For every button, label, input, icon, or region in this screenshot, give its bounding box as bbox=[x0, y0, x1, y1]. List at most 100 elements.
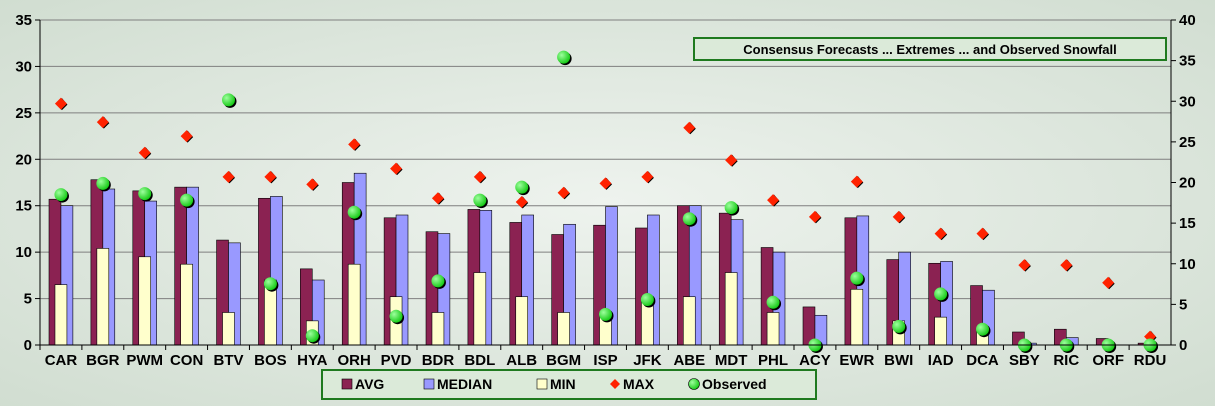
max-marker bbox=[96, 116, 109, 129]
bar-min bbox=[180, 263, 193, 346]
y-left-tick-label: 10 bbox=[15, 244, 32, 261]
observed-marker bbox=[934, 287, 948, 301]
bar-min bbox=[766, 312, 780, 346]
x-tick-label: SBY bbox=[1009, 352, 1040, 369]
y-right-tick-label: 35 bbox=[1179, 53, 1196, 70]
bar-min bbox=[431, 312, 445, 346]
max-marker bbox=[683, 121, 696, 134]
x-tick-label: ALB bbox=[506, 352, 537, 369]
observed-marker bbox=[515, 180, 529, 194]
x-tick-label: ISP bbox=[593, 352, 617, 369]
max-marker bbox=[515, 196, 528, 208]
max-marker bbox=[725, 154, 738, 167]
max-marker bbox=[892, 210, 905, 223]
max-marker bbox=[1102, 276, 1115, 289]
max-marker bbox=[1018, 259, 1031, 272]
x-tick-label: BTV bbox=[214, 352, 244, 369]
x-tick-label: PWM bbox=[126, 352, 163, 369]
max-marker bbox=[431, 192, 444, 205]
chart-title-frame bbox=[693, 37, 1167, 61]
bar-min bbox=[557, 312, 570, 346]
max-marker bbox=[138, 146, 151, 159]
bar-min bbox=[473, 272, 487, 346]
x-tick-label: HYA bbox=[297, 352, 327, 369]
axes: 0 5 10 15 20 25 30 35 0 5 10 15 20 25 30 35 40 CAR BGR PWM C… bbox=[15, 12, 1195, 369]
observed-marker bbox=[892, 319, 906, 333]
x-tick-label: BGM bbox=[546, 352, 581, 369]
x-tick-label: JFK bbox=[633, 352, 662, 369]
max-marker bbox=[557, 186, 570, 199]
x-tick-label: MDT bbox=[715, 352, 748, 369]
observed-marker bbox=[640, 293, 654, 306]
bar-min bbox=[54, 284, 68, 346]
legend-frame bbox=[321, 369, 817, 400]
x-tick-label: IAD bbox=[928, 352, 954, 369]
legend-label: MEDIAN bbox=[437, 376, 492, 392]
observed-marker bbox=[222, 93, 235, 107]
legend-swatch bbox=[423, 378, 435, 390]
max-marker bbox=[850, 175, 863, 188]
legend-label: Observed bbox=[702, 376, 767, 392]
max-marker bbox=[54, 97, 67, 110]
chart-title-box: Consensus Forecasts ... Extremes ... and… bbox=[693, 37, 1167, 61]
observed-marker bbox=[850, 271, 864, 285]
bar-min bbox=[347, 263, 361, 346]
observed-marker bbox=[305, 329, 319, 343]
y-right-tick-label: 20 bbox=[1179, 175, 1196, 192]
legend-swatch bbox=[688, 378, 700, 390]
max-marker bbox=[808, 210, 821, 223]
observed-marker bbox=[599, 307, 612, 321]
x-tick-label: BDR bbox=[422, 352, 455, 369]
x-tick-label: ORF bbox=[1092, 352, 1124, 369]
observed-marker bbox=[263, 277, 277, 291]
chart-title: Consensus Forecasts ... Extremes ... and… bbox=[743, 42, 1117, 57]
observed-marker bbox=[431, 274, 445, 288]
x-tick-label: PHL bbox=[758, 352, 788, 369]
bar-min bbox=[138, 256, 151, 346]
observed-marker bbox=[724, 201, 738, 215]
max-marker bbox=[390, 162, 403, 175]
bar-min bbox=[96, 248, 110, 346]
max-marker bbox=[264, 170, 277, 183]
y-right-tick-label: 30 bbox=[1179, 93, 1196, 110]
y-left-tick-label: 30 bbox=[15, 58, 32, 75]
x-tick-label: BGR bbox=[86, 352, 120, 369]
bar-min bbox=[683, 296, 696, 346]
legend-swatch bbox=[536, 378, 548, 390]
x-tick-label: BDL bbox=[464, 352, 495, 369]
max-marker bbox=[222, 170, 235, 183]
x-tick-label: PVD bbox=[381, 352, 412, 369]
observed-marker bbox=[347, 205, 361, 219]
y-left-tick-label: 5 bbox=[24, 291, 32, 308]
max-marker bbox=[641, 170, 654, 183]
y-right-tick-label: 25 bbox=[1179, 134, 1196, 151]
y-left-tick-label: 35 bbox=[15, 12, 32, 29]
x-tick-label: BOS bbox=[254, 352, 287, 369]
y-left-tick-label: 0 bbox=[24, 337, 32, 354]
observed-marker bbox=[138, 187, 152, 201]
observed-marker bbox=[96, 176, 110, 190]
max-marker bbox=[976, 227, 989, 240]
x-tick-label: EWR bbox=[839, 352, 874, 369]
y-left-tick-label: 20 bbox=[15, 151, 32, 168]
x-tick-label: CON bbox=[170, 352, 203, 369]
y-right-tick-label: 0 bbox=[1179, 337, 1187, 354]
y-right-tick-label: 5 bbox=[1179, 296, 1187, 313]
x-tick-label: ACY bbox=[799, 352, 831, 369]
x-tick-label: RIC bbox=[1053, 352, 1079, 369]
observed-marker bbox=[473, 193, 487, 207]
x-tick-label: CAR bbox=[45, 352, 78, 369]
y-left-tick-label: 25 bbox=[15, 105, 32, 122]
legend-label: MIN bbox=[550, 376, 576, 392]
observed-marker bbox=[976, 322, 989, 336]
x-tick-label: BWI bbox=[884, 352, 913, 369]
bar-min bbox=[222, 312, 235, 346]
max-marker bbox=[306, 178, 319, 191]
y-right-tick-label: 10 bbox=[1179, 256, 1196, 273]
bar-min bbox=[515, 296, 528, 346]
observed-marker bbox=[766, 295, 780, 309]
observed-marker bbox=[682, 212, 696, 226]
x-tick-label: ABE bbox=[673, 352, 705, 369]
